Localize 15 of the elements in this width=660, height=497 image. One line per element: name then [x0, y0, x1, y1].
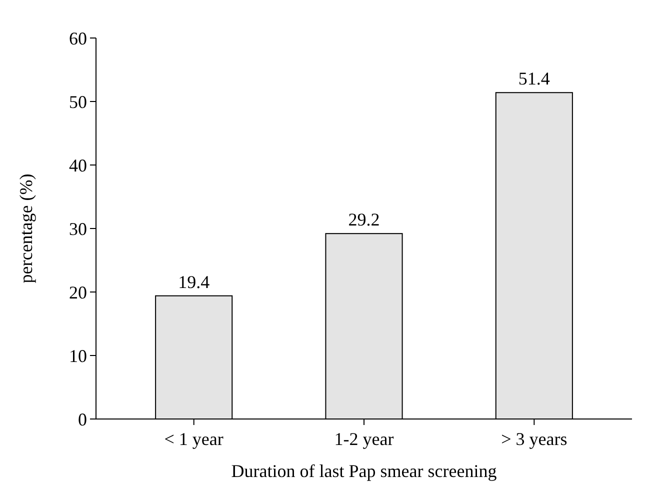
x-tick-label: > 3 years — [501, 429, 568, 449]
y-tick-label: 40 — [69, 155, 87, 176]
y-axis-title: percentage (%) — [16, 174, 36, 284]
y-tick-label: 50 — [69, 92, 87, 112]
y-tick-label: 60 — [69, 28, 87, 48]
y-tick-label: 10 — [69, 346, 87, 366]
data-label: 29.2 — [348, 210, 380, 230]
x-tick-label: < 1 year — [164, 429, 224, 449]
y-tick-label: 0 — [78, 409, 87, 430]
data-label: 51.4 — [518, 68, 550, 89]
x-tick-label: 1-2 year — [334, 429, 394, 449]
y-tick-label: 20 — [69, 282, 87, 302]
y-tick-label: 30 — [69, 218, 87, 239]
data-label: 19.4 — [178, 272, 210, 292]
x-axis-title: Duration of last Pap smear screening — [231, 461, 497, 481]
